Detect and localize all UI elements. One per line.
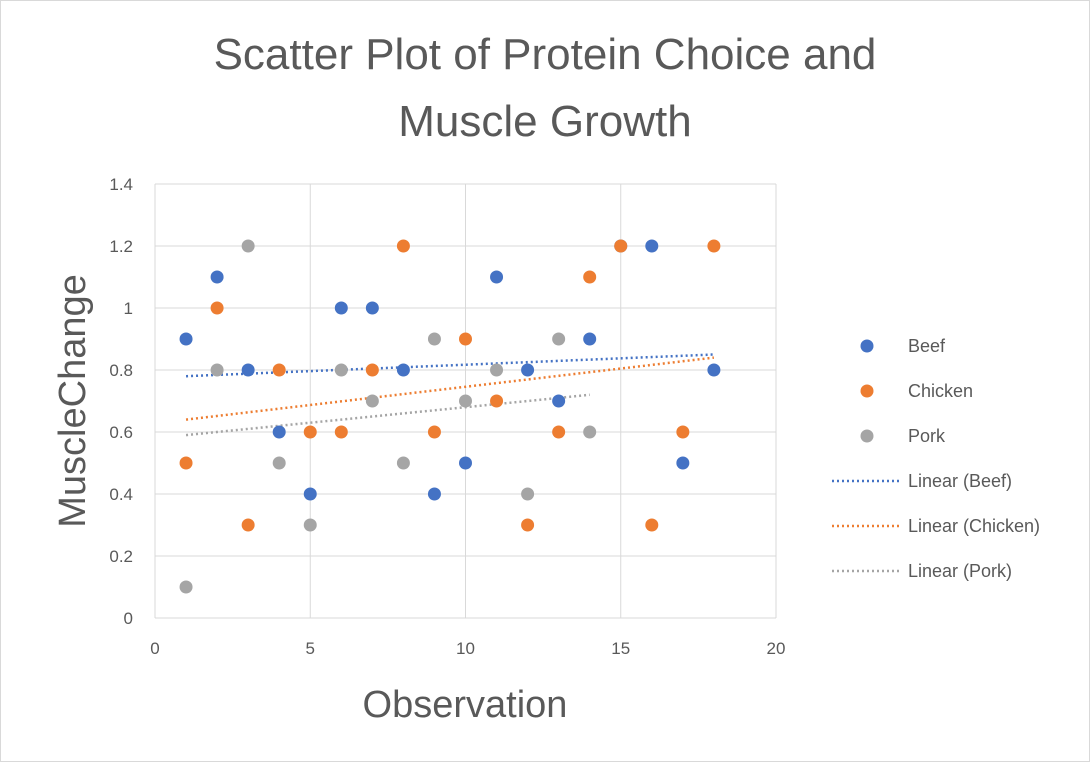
x-axis-label: Observation (363, 684, 568, 726)
point-beef (645, 239, 659, 253)
y-tick-label: 0.8 (109, 361, 133, 380)
point-pork (490, 363, 504, 377)
point-chicken (365, 363, 379, 377)
y-tick-label: 0.4 (109, 485, 133, 504)
legend-label-pork: Pork (908, 426, 946, 446)
legend-label-chicken: Chicken (908, 381, 973, 401)
point-beef (676, 456, 690, 470)
x-tick-label: 0 (150, 639, 159, 658)
point-pork (210, 363, 224, 377)
legend: Beef Chicken Pork Linear (Beef) Linear (Chic… (832, 336, 1040, 581)
legend-label-trendline: Linear (Beef) (908, 471, 1012, 491)
point-beef (707, 363, 721, 377)
point-beef (490, 270, 504, 284)
data-points (179, 239, 721, 594)
point-pork (179, 580, 193, 594)
point-chicken (707, 239, 721, 253)
point-chicken (521, 518, 535, 532)
point-beef (365, 301, 379, 315)
x-tick-label: 20 (767, 639, 786, 658)
trendline-linear-chicken (185, 356, 715, 421)
y-tick-label: 1.2 (109, 237, 133, 256)
point-chicken (459, 332, 472, 346)
y-tick-labels: 0 0.2 0.4 0.6 0.8 1 1.2 1.4 (109, 175, 133, 628)
point-beef (179, 332, 193, 346)
point-pork (365, 394, 379, 408)
y-tick-label: 0.2 (109, 547, 133, 566)
x-tick-label: 5 (306, 639, 315, 658)
point-pork (272, 456, 286, 470)
point-beef (303, 487, 317, 501)
legend-marker-chicken (860, 384, 874, 398)
point-beef (427, 487, 441, 501)
point-chicken (490, 394, 504, 408)
point-chicken (396, 239, 410, 253)
point-beef (210, 270, 224, 284)
point-beef (459, 456, 472, 470)
legend-label-trendline: Linear (Pork) (908, 561, 1012, 581)
point-pork (521, 487, 535, 501)
trendline-linear-beef (185, 353, 714, 378)
point-beef (334, 301, 348, 315)
point-pork (241, 239, 255, 253)
point-chicken (676, 425, 690, 439)
legend-marker-beef (860, 339, 874, 353)
chart-title-line-2: Muscle Growth (398, 97, 691, 146)
y-axis-label: MuscleChange (52, 274, 94, 527)
point-chicken (303, 425, 317, 439)
point-beef (396, 363, 410, 377)
point-pork (552, 332, 566, 346)
point-chicken (583, 270, 597, 284)
point-pork (303, 518, 317, 532)
point-beef (521, 363, 535, 377)
point-chicken (272, 363, 286, 377)
point-chicken (210, 301, 224, 315)
legend-label-beef: Beef (908, 336, 946, 356)
point-pork (583, 425, 597, 439)
point-pork (396, 456, 410, 470)
point-beef (272, 425, 286, 439)
point-pork (334, 363, 348, 377)
legend-marker-pork (860, 429, 874, 443)
point-chicken (241, 518, 255, 532)
point-beef (241, 363, 255, 377)
point-chicken (552, 425, 566, 439)
y-tick-label: 1 (124, 299, 133, 318)
trendlines (185, 353, 715, 437)
legend-label-trendline: Linear (Chicken) (908, 516, 1040, 536)
point-chicken (645, 518, 659, 532)
y-tick-label: 0.6 (109, 423, 133, 442)
point-beef (552, 394, 566, 408)
trendline-linear-pork (185, 393, 590, 437)
point-chicken (334, 425, 348, 439)
point-pork (427, 332, 441, 346)
point-beef (583, 332, 597, 346)
point-chicken (179, 456, 193, 470)
y-tick-label: 0 (124, 609, 133, 628)
y-tick-label: 1.4 (109, 175, 133, 194)
x-tick-label: 10 (456, 639, 475, 658)
point-chicken (427, 425, 441, 439)
x-tick-labels: 0 5 10 15 20 (150, 639, 785, 658)
x-tick-label: 15 (611, 639, 630, 658)
point-chicken (614, 239, 628, 253)
point-pork (459, 394, 472, 408)
chart-title-line-1: Scatter Plot of Protein Choice and (214, 30, 877, 79)
gridlines (154, 183, 777, 619)
